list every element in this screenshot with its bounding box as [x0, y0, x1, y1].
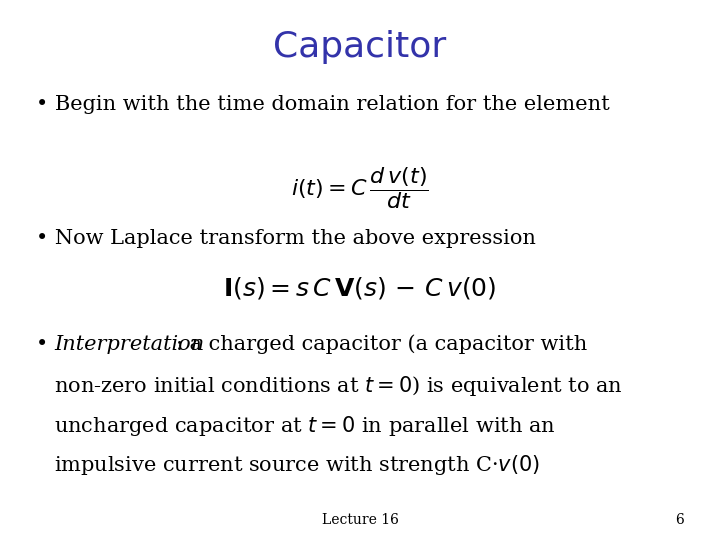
Text: Lecture 16: Lecture 16 — [322, 512, 398, 526]
Text: 6: 6 — [675, 512, 684, 526]
Text: non-zero initial conditions at $t{=}0$) is equivalent to an: non-zero initial conditions at $t{=}0$) … — [54, 374, 623, 398]
Text: Interpretation: Interpretation — [54, 335, 204, 354]
Text: • Begin with the time domain relation for the element: • Begin with the time domain relation fo… — [36, 94, 610, 113]
Text: $\mathbf{I}(s) = s\,C\,\mathbf{V}(s)\,-\,C\,v(0)$: $\mathbf{I}(s) = s\,C\,\mathbf{V}(s)\,-\… — [223, 275, 497, 301]
Text: • Now Laplace transform the above expression: • Now Laplace transform the above expres… — [36, 230, 536, 248]
Text: •: • — [36, 335, 48, 354]
Text: Capacitor: Capacitor — [274, 30, 446, 64]
Text: uncharged capacitor at $t{=}0$ in parallel with an: uncharged capacitor at $t{=}0$ in parall… — [54, 414, 556, 437]
Text: : a charged capacitor (a capacitor with: : a charged capacitor (a capacitor with — [176, 335, 588, 354]
Text: $i(t) = C\,\dfrac{d\,v(t)}{dt}$: $i(t) = C\,\dfrac{d\,v(t)}{dt}$ — [291, 165, 429, 211]
Text: impulsive current source with strength C·$v(0)$: impulsive current source with strength C… — [54, 453, 540, 477]
